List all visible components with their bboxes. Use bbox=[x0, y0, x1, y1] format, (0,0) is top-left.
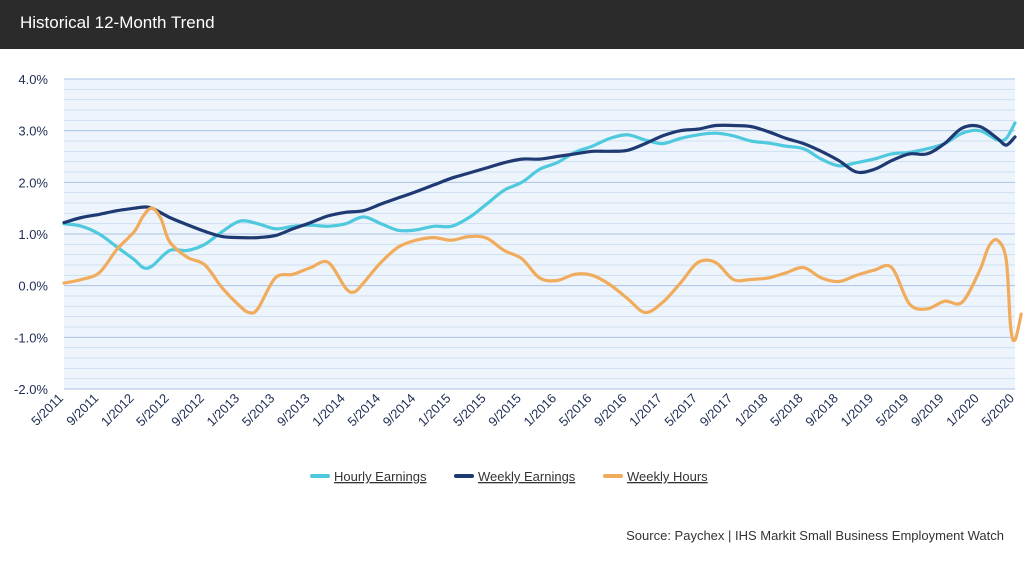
x-tick-label: 5/2017 bbox=[661, 391, 700, 430]
x-tick-label: 1/2013 bbox=[204, 391, 243, 430]
series-lines bbox=[62, 121, 1023, 343]
x-tick-label: 9/2019 bbox=[908, 391, 947, 430]
y-tick-label: -1.0% bbox=[14, 330, 48, 345]
x-tick-label: 9/2015 bbox=[485, 391, 524, 430]
x-tick-label: 1/2012 bbox=[98, 391, 137, 430]
x-tick-label: 9/2018 bbox=[802, 391, 841, 430]
x-tick-label: 5/2014 bbox=[344, 391, 383, 430]
x-tick-label: 5/2013 bbox=[239, 391, 278, 430]
series-line-weekly-earnings bbox=[62, 123, 1017, 240]
x-tick-label: 1/2019 bbox=[838, 391, 877, 430]
y-tick-label: 1.0% bbox=[18, 227, 48, 242]
legend-label: Weekly Earnings bbox=[478, 469, 576, 484]
x-tick-label: 1/2015 bbox=[415, 391, 454, 430]
x-tick-label: 1/2017 bbox=[626, 391, 665, 430]
x-tick-label: 9/2012 bbox=[168, 391, 207, 430]
source-note: Source: Paychex | IHS Markit Small Busin… bbox=[626, 528, 1004, 543]
x-tick-label: 5/2018 bbox=[767, 391, 806, 430]
x-tick-label: 1/2020 bbox=[943, 391, 982, 430]
x-tick-label: 1/2014 bbox=[309, 391, 348, 430]
x-tick-label: 5/2019 bbox=[873, 391, 912, 430]
x-tick-label: 9/2017 bbox=[697, 391, 736, 430]
title-bar: Historical 12-Month Trend bbox=[0, 0, 1024, 49]
y-tick-label: 4.0% bbox=[18, 72, 48, 87]
chart-area: 4.0% 3.0% 2.0% 1.0% 0.0% -1.0% -2.0% 5/20119/2… bbox=[14, 72, 1023, 484]
y-tick-label: 3.0% bbox=[18, 124, 48, 139]
x-tick-label: 5/2015 bbox=[450, 391, 489, 430]
x-tick-label: 9/2013 bbox=[274, 391, 313, 430]
x-tick-label: 9/2011 bbox=[63, 391, 101, 429]
legend-label: Weekly Hours bbox=[627, 469, 708, 484]
series-line-weekly-hours bbox=[62, 206, 1023, 343]
x-tick-label: 1/2016 bbox=[521, 391, 560, 430]
x-tick-label: 5/2012 bbox=[133, 391, 172, 430]
x-axis-ticks: 5/20119/20111/20125/20129/20121/20135/20… bbox=[28, 391, 1017, 430]
x-tick-label: 5/2020 bbox=[978, 391, 1017, 430]
y-tick-label: -2.0% bbox=[14, 382, 48, 397]
legend: Hourly Earnings Weekly Earnings Weekly Hou… bbox=[310, 469, 708, 484]
y-axis-ticks: 4.0% 3.0% 2.0% 1.0% 0.0% -1.0% -2.0% bbox=[14, 72, 48, 397]
x-tick-label: 9/2014 bbox=[380, 391, 419, 430]
legend-label: Hourly Earnings bbox=[334, 469, 427, 484]
chart-title: Historical 12-Month Trend bbox=[20, 13, 215, 32]
x-tick-label: 1/2018 bbox=[732, 391, 771, 430]
x-tick-label: 9/2016 bbox=[591, 391, 630, 430]
series-line-hourly-earnings bbox=[62, 121, 1017, 270]
y-tick-label: 0.0% bbox=[18, 279, 48, 294]
gridlines bbox=[64, 78, 1015, 390]
y-tick-label: 2.0% bbox=[18, 175, 48, 190]
x-tick-label: 5/2016 bbox=[556, 391, 595, 430]
